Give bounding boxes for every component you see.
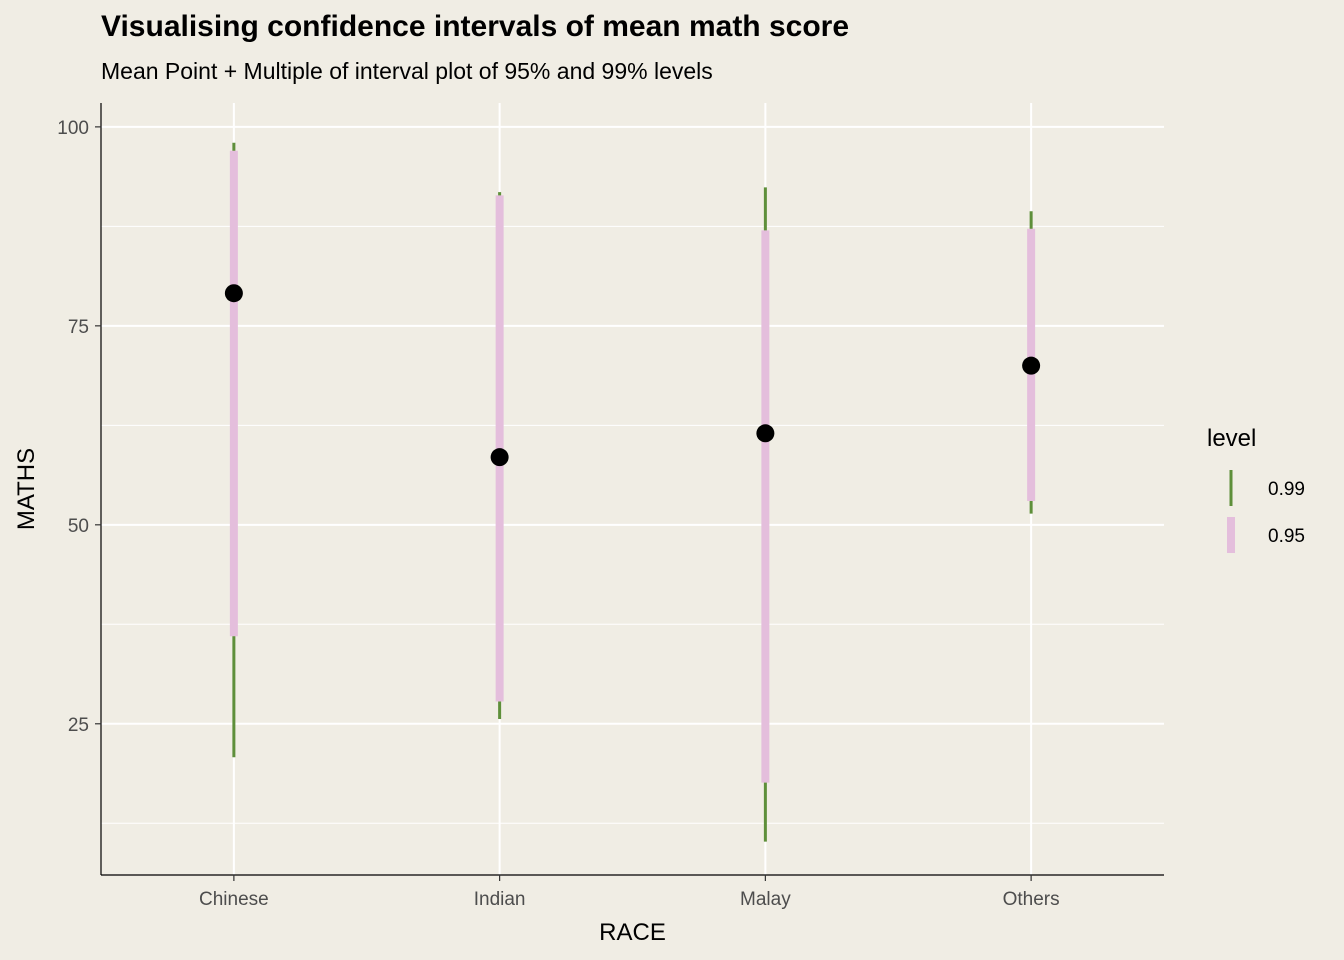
y-tick-label: 75: [68, 317, 89, 338]
mean-point-indian: [490, 448, 509, 467]
axes-layer: 25 50 75 100 Chinese Indian Malay Others RACE MAT…: [13, 103, 1164, 946]
chart-title: Visualising confidence intervals of mean…: [101, 10, 850, 43]
legend-label-0.99: 0.99: [1268, 479, 1305, 500]
grid-layer: [101, 103, 1164, 875]
chart-subtitle: Mean Point + Multiple of interval plot o…: [101, 58, 713, 84]
legend: level 0.99 0.95: [1207, 425, 1305, 553]
x-tick-label: Malay: [740, 889, 791, 910]
x-tick-label: Others: [1003, 889, 1060, 910]
interval-layer: [229, 142, 1036, 842]
mean-point-malay: [756, 424, 775, 443]
mean-point-others: [1022, 356, 1041, 375]
mean-points-layer: [224, 284, 1041, 467]
y-tick-label: 100: [57, 118, 89, 139]
y-tick-label: 50: [68, 516, 89, 537]
x-axis-title: RACE: [599, 919, 666, 946]
mean-point-chinese: [224, 284, 243, 303]
x-tick-label: Indian: [474, 889, 526, 910]
legend-title: level: [1207, 425, 1256, 452]
x-tick-label: Chinese: [199, 889, 269, 910]
y-tick-label: 25: [68, 715, 89, 736]
legend-label-0.95: 0.95: [1268, 526, 1305, 547]
y-axis-title: MATHS: [13, 448, 40, 530]
